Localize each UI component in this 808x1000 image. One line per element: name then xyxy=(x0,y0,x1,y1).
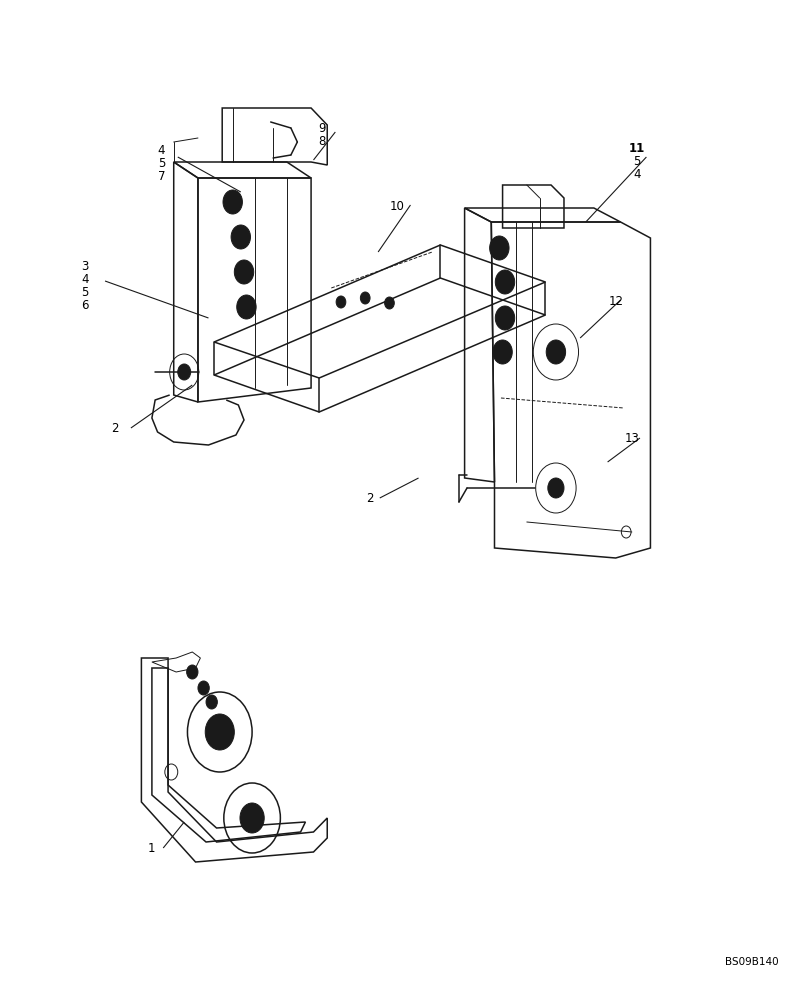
Text: 2: 2 xyxy=(111,422,119,435)
Circle shape xyxy=(223,190,242,214)
Text: 5: 5 xyxy=(81,286,89,299)
Circle shape xyxy=(546,340,566,364)
Text: 5: 5 xyxy=(158,157,166,170)
Circle shape xyxy=(237,295,256,319)
Text: 4: 4 xyxy=(633,168,641,181)
Circle shape xyxy=(234,260,254,284)
Circle shape xyxy=(385,297,394,309)
Circle shape xyxy=(178,364,191,380)
Text: 1: 1 xyxy=(148,842,156,855)
Text: 12: 12 xyxy=(608,295,623,308)
Text: 3: 3 xyxy=(81,260,89,273)
Circle shape xyxy=(187,665,198,679)
Circle shape xyxy=(205,714,234,750)
Text: 8: 8 xyxy=(318,135,326,148)
Circle shape xyxy=(206,695,217,709)
Text: 10: 10 xyxy=(390,200,405,213)
Circle shape xyxy=(240,803,264,833)
Text: 5: 5 xyxy=(633,155,641,168)
Circle shape xyxy=(231,225,250,249)
Text: 6: 6 xyxy=(81,299,89,312)
Text: 4: 4 xyxy=(81,273,89,286)
Circle shape xyxy=(336,296,346,308)
Text: 9: 9 xyxy=(318,122,326,135)
Text: 11: 11 xyxy=(629,142,645,155)
Circle shape xyxy=(495,306,515,330)
Circle shape xyxy=(360,292,370,304)
Circle shape xyxy=(548,478,564,498)
Circle shape xyxy=(198,681,209,695)
Text: 2: 2 xyxy=(366,492,374,505)
Text: 7: 7 xyxy=(158,170,166,183)
Text: 4: 4 xyxy=(158,144,166,157)
Text: 13: 13 xyxy=(625,432,639,445)
Text: BS09B140: BS09B140 xyxy=(725,957,778,967)
Circle shape xyxy=(493,340,512,364)
Circle shape xyxy=(490,236,509,260)
Circle shape xyxy=(495,270,515,294)
